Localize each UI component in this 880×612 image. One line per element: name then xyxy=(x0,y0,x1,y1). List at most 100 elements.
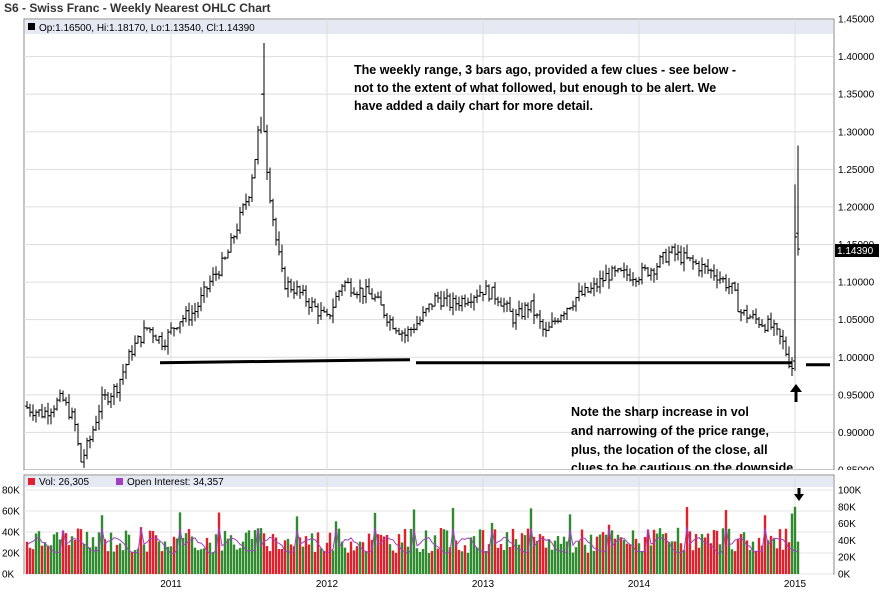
volume-bar xyxy=(385,535,389,574)
volume-bar xyxy=(430,550,434,574)
volume-bar xyxy=(259,528,263,574)
volume-bar xyxy=(217,512,221,574)
down-arrow-icon xyxy=(794,488,804,501)
volume-bar xyxy=(544,547,548,574)
last-price-box xyxy=(835,244,879,257)
volume-bar xyxy=(277,549,281,574)
volume-bar xyxy=(319,548,323,574)
volume-bar xyxy=(748,549,752,574)
volume-bar xyxy=(247,530,251,574)
volume-bar xyxy=(760,545,764,574)
volume-bar xyxy=(43,542,47,574)
volume-bar xyxy=(139,527,143,574)
volume-bar xyxy=(646,529,650,574)
volume-bar xyxy=(520,533,524,574)
volume-bar xyxy=(775,548,779,574)
volume-bar xyxy=(592,550,596,574)
volume-bar xyxy=(709,543,713,574)
volume-bar xyxy=(310,533,314,574)
volume-bar xyxy=(175,538,179,574)
volume-bar xyxy=(757,537,761,574)
volume-bar xyxy=(157,541,161,574)
volume-bar xyxy=(295,516,299,574)
note-top-line: have added a daily chart for more detail… xyxy=(354,99,593,113)
x-tick-label: 2011 xyxy=(160,579,182,590)
volume-bar xyxy=(412,509,416,574)
volume-bar xyxy=(613,538,617,574)
volume-bar xyxy=(232,544,236,574)
volume-bar xyxy=(193,547,197,574)
volume-bars xyxy=(25,506,800,574)
volume-bar xyxy=(178,512,182,574)
volume-bar xyxy=(766,540,770,574)
volume-bar xyxy=(196,550,200,574)
y-tick-label: 1.05000 xyxy=(838,315,875,326)
volume-bar xyxy=(502,550,506,574)
volume-bar xyxy=(355,546,359,574)
volume-bar xyxy=(211,552,215,574)
volume-bar xyxy=(154,535,158,574)
volume-bar xyxy=(706,533,710,574)
volume-bar xyxy=(700,534,704,574)
volume-bar xyxy=(691,550,695,574)
volume-bar xyxy=(223,530,227,574)
volume-bar xyxy=(547,539,551,574)
volume-bar xyxy=(289,544,293,574)
volume-bar xyxy=(409,528,413,574)
x-tick-label: 2014 xyxy=(628,579,651,590)
volume-bar xyxy=(220,550,224,574)
volume-right-tick: 0K xyxy=(838,570,851,581)
volume-bar xyxy=(427,552,431,574)
volume-bar xyxy=(658,528,662,574)
y-tick-label: 1.00000 xyxy=(838,353,875,364)
volume-bar xyxy=(361,542,365,574)
volume-bar xyxy=(730,549,734,574)
volume-bar xyxy=(268,551,272,574)
volume-bar xyxy=(562,536,566,574)
volume-bar xyxy=(76,528,80,574)
volume-bar xyxy=(778,529,782,574)
volume-bar xyxy=(505,532,509,574)
volume-bar xyxy=(481,530,485,574)
volume-bar xyxy=(322,551,326,574)
volume-bar xyxy=(73,539,77,574)
volume-right-tick: 40K xyxy=(838,536,856,547)
volume-bar xyxy=(136,548,140,574)
volume-bar xyxy=(499,543,503,574)
volume-bar xyxy=(151,530,155,574)
price-bar xyxy=(796,145,800,256)
volume-bar xyxy=(514,539,518,574)
volume-bar xyxy=(82,543,86,574)
volume-bar xyxy=(121,550,125,574)
x-axis-ticks: 2011 2012 2013 2014 2015 xyxy=(160,579,806,590)
volume-bar xyxy=(598,534,602,574)
volume-bar xyxy=(661,534,665,574)
note-bottom-line: plus, the location of the close, all xyxy=(571,443,768,457)
volume-bar xyxy=(388,544,392,574)
volume-bar xyxy=(418,552,422,574)
volume-bar xyxy=(85,531,89,574)
volume-bar xyxy=(61,530,65,574)
price-panel-header xyxy=(25,20,833,34)
volume-bar xyxy=(643,537,647,574)
volume-bar xyxy=(397,534,401,574)
volume-bar xyxy=(433,535,437,574)
volume-bar xyxy=(724,510,728,574)
volume-bar xyxy=(622,539,626,574)
volume-bar xyxy=(511,528,515,574)
volume-bar xyxy=(94,546,98,574)
volume-bar xyxy=(208,542,212,574)
volume-bar xyxy=(508,546,512,574)
volume-bar xyxy=(472,536,476,574)
y-tick-label: 1.45000 xyxy=(838,15,875,26)
volume-bar xyxy=(382,536,386,574)
volume-bar xyxy=(733,551,737,574)
volume-bar xyxy=(697,547,701,574)
volume-bar xyxy=(325,542,329,574)
volume-bar xyxy=(280,548,284,574)
volume-bar xyxy=(469,537,473,574)
volume-left-tick: 20K xyxy=(2,549,20,560)
volume-bar xyxy=(790,513,794,574)
volume-bar xyxy=(115,544,119,574)
